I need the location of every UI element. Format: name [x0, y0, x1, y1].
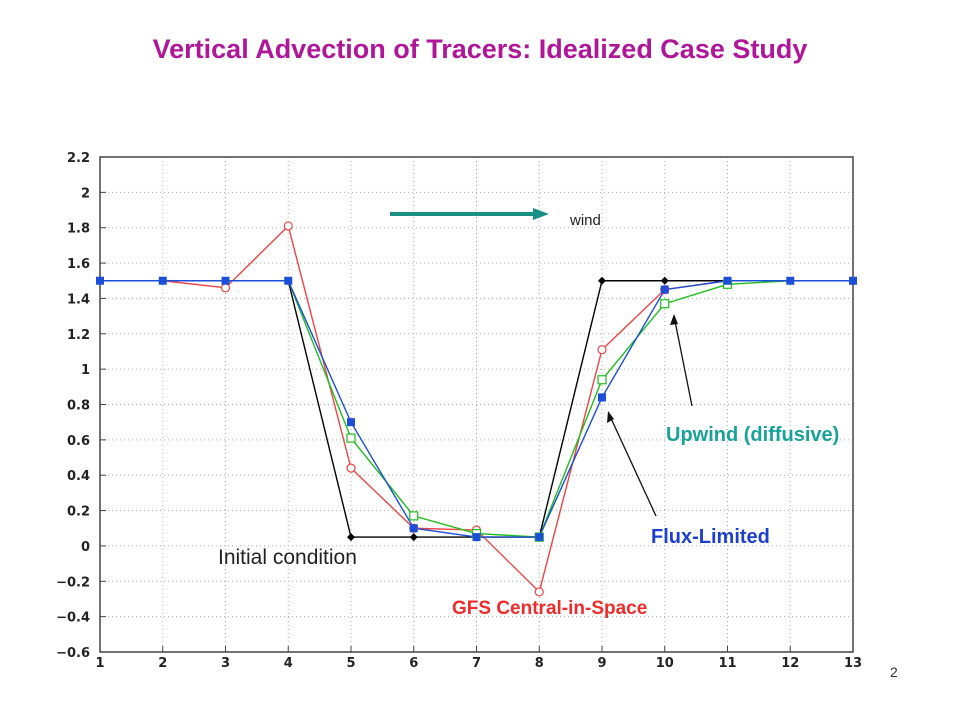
y-tick-label: 1.8: [67, 222, 90, 237]
data-point: [409, 524, 418, 533]
flux-limited-label: Flux-Limited: [651, 526, 770, 548]
y-tick-label: 0.6: [67, 434, 90, 449]
data-point: [347, 533, 355, 542]
y-tick-label: 0.4: [67, 469, 90, 484]
grid-lines: [99, 156, 854, 653]
page-number: 2: [890, 664, 898, 680]
data-point: [660, 276, 669, 285]
x-tick-label: 13: [844, 656, 862, 671]
axis-ticks: 1 2 3 4 5 6 7 8 9 10 11 12 132.221.81.61.41.210.80.6…: [56, 151, 862, 671]
data-point: [96, 276, 104, 285]
x-tick-label: 11: [718, 656, 736, 671]
y-tick-label: −0.6: [56, 646, 90, 661]
y-tick-label: 1.4: [67, 292, 90, 307]
data-point: [535, 533, 544, 542]
y-tick-label: 0.8: [67, 399, 90, 414]
flux-pointer-arrow: [608, 413, 657, 517]
y-tick-label: 0: [81, 540, 90, 555]
data-point: [534, 587, 544, 597]
series-line-3: [100, 280, 853, 538]
data-point: [786, 276, 795, 285]
data-point: [158, 276, 167, 285]
data-point: [346, 433, 356, 443]
data-point: [660, 285, 669, 294]
upwind-pointer-arrow: [673, 315, 693, 407]
wind-label: wind: [569, 212, 601, 229]
gfs-central-label: GFS Central-in-Space: [452, 598, 647, 619]
x-tick-label: 10: [656, 656, 674, 671]
x-tick-label: 8: [535, 656, 544, 671]
data-point: [347, 418, 355, 427]
wind-arrow-icon: [390, 208, 549, 220]
y-tick-label: 2: [81, 186, 90, 201]
data-point: [598, 276, 606, 285]
series-line-4: [100, 280, 853, 538]
data-point: [723, 276, 732, 285]
flux-pointer-head: [607, 411, 614, 423]
wind-arrow-head: [533, 208, 549, 220]
x-tick-label: 4: [284, 656, 293, 671]
y-tick-label: 1.2: [67, 328, 90, 343]
data-point: [598, 393, 606, 402]
data-point: [409, 511, 419, 521]
data-point: [472, 533, 481, 542]
data-point: [220, 283, 231, 293]
initial-condition-label: Initial condition: [218, 546, 357, 569]
data-point: [346, 463, 356, 473]
x-tick-label: 7: [472, 656, 481, 671]
y-tick-label: −0.4: [56, 611, 90, 626]
series-line-1: [100, 280, 853, 538]
data-point: [660, 299, 670, 309]
x-tick-label: 12: [781, 656, 799, 671]
data-point: [597, 375, 607, 385]
data-point: [849, 276, 857, 285]
data-point: [284, 276, 293, 285]
data-point: [283, 221, 293, 231]
data-point: [409, 533, 418, 542]
data-point: [221, 276, 230, 285]
y-tick-label: −0.2: [56, 575, 90, 590]
y-tick-label: 1.6: [67, 257, 90, 272]
x-tick-label: 3: [221, 656, 230, 671]
x-tick-label: 2: [158, 656, 167, 671]
x-tick-label: 1: [95, 656, 104, 671]
upwind-label: Upwind (diffusive): [666, 424, 839, 446]
y-tick-label: 1: [81, 363, 90, 378]
y-tick-label: 2.2: [67, 151, 90, 166]
upwind-pointer-head: [670, 314, 678, 325]
slide-title: Vertical Advection of Tracers: Idealized…: [152, 34, 808, 64]
series-markers: [96, 221, 857, 597]
data-point: [597, 345, 607, 355]
x-tick-label: 6: [409, 656, 418, 671]
x-tick-label: 5: [346, 656, 355, 671]
y-tick-label: 0.2: [67, 505, 90, 520]
x-tick-label: 9: [597, 656, 606, 671]
